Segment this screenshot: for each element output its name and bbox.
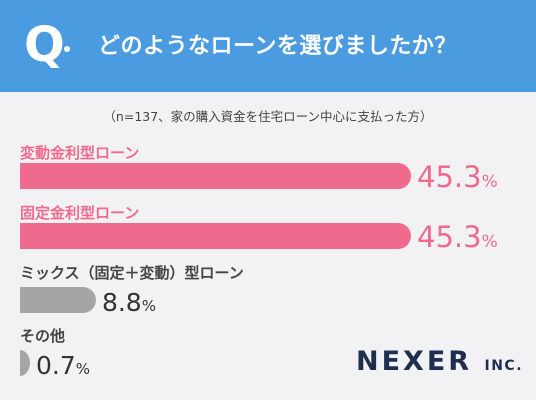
bar	[20, 223, 411, 249]
value-number: 8.8	[102, 288, 142, 317]
category-label: 固定金利型ローン	[20, 204, 140, 222]
question-title: どのようなローンを選びましたか？	[98, 34, 457, 59]
bar	[20, 163, 411, 189]
value-unit: %	[482, 172, 498, 192]
value-label: 45.3%	[417, 220, 498, 254]
category-label: その他	[20, 327, 66, 345]
logo-sub: INC.	[484, 358, 524, 374]
q-icon: Q	[24, 17, 65, 73]
category-label: 変動金利型ローン	[20, 144, 140, 162]
value-label: 45.3%	[417, 160, 498, 194]
value-unit: %	[482, 232, 498, 252]
value-unit: %	[142, 297, 156, 315]
sample-note: （n=137、家の購入資金を住宅ローン中心に支払った方）	[103, 109, 433, 124]
value-number: 45.3	[417, 220, 482, 254]
value-number: 0.7	[36, 351, 76, 380]
bar	[20, 287, 96, 313]
company-logo: NEXER INC.	[356, 346, 523, 377]
category-label: ミックス（固定＋変動）型ローン	[20, 264, 244, 282]
value-label: 0.7%	[36, 351, 90, 380]
value-unit: %	[76, 360, 90, 378]
value-label: 8.8%	[102, 288, 156, 317]
q-dot-icon	[64, 46, 70, 52]
bar	[20, 350, 30, 376]
logo-main: NEXER	[356, 346, 473, 377]
value-number: 45.3	[417, 160, 482, 194]
header-banner: Q どのようなローンを選びましたか？	[0, 0, 536, 92]
